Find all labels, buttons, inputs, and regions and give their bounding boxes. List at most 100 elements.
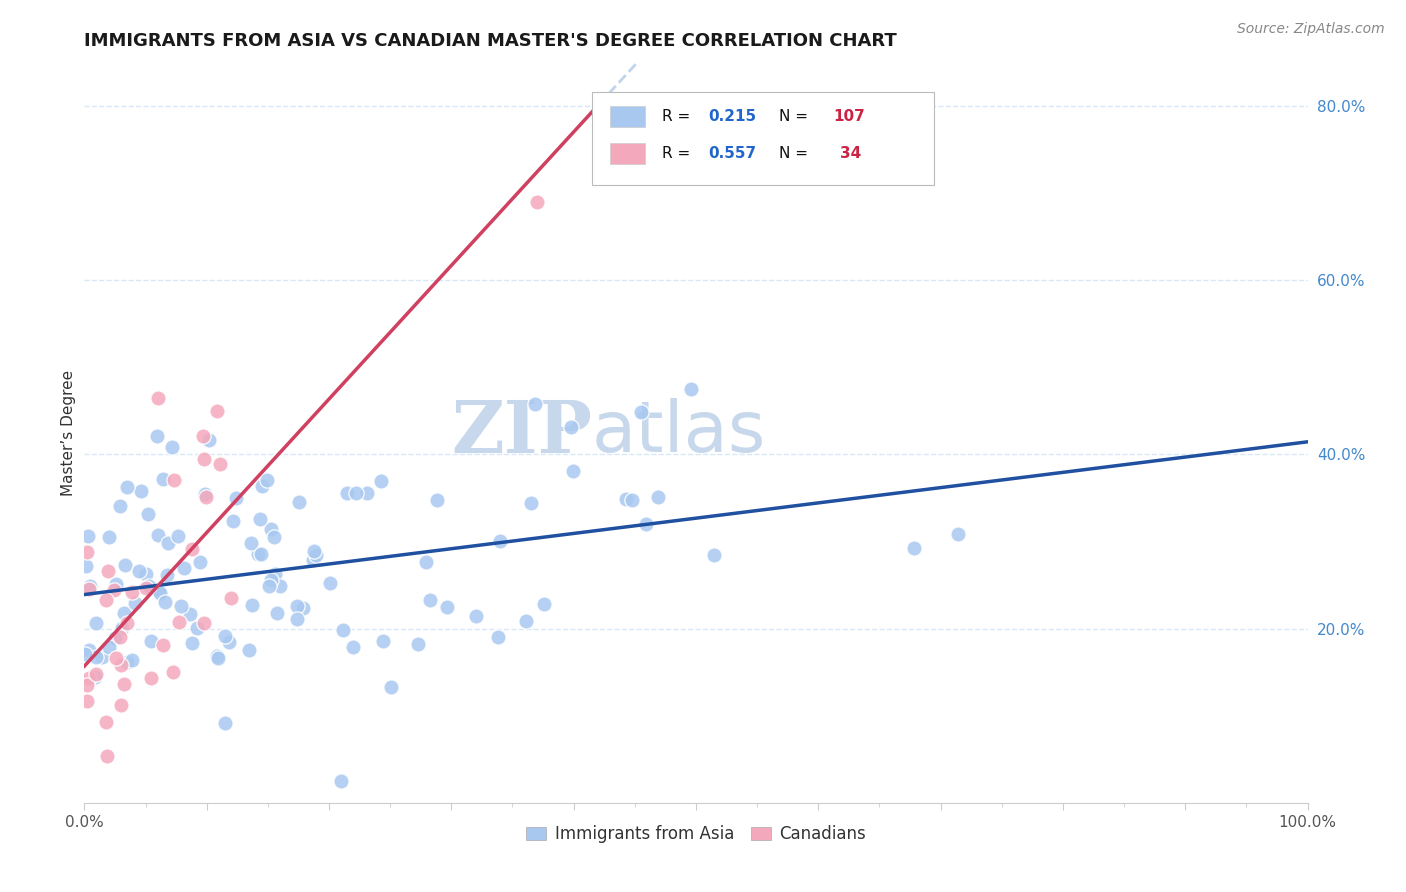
Point bbox=[77, 643, 100, 657]
Text: Source: ZipAtlas.com: Source: ZipAtlas.com bbox=[1237, 22, 1385, 37]
Point bbox=[115, 655, 138, 669]
Point bbox=[560, 420, 582, 434]
Point bbox=[111, 621, 134, 635]
Text: R =: R = bbox=[662, 146, 695, 161]
Point bbox=[240, 536, 263, 550]
Point bbox=[84, 649, 107, 664]
Point bbox=[94, 714, 117, 729]
Point bbox=[614, 491, 637, 506]
Point bbox=[193, 429, 215, 443]
Point bbox=[77, 529, 100, 543]
Point bbox=[238, 642, 260, 657]
Point bbox=[169, 599, 191, 613]
Point bbox=[94, 592, 117, 607]
Point bbox=[75, 559, 97, 574]
Point bbox=[269, 579, 291, 593]
Point bbox=[219, 591, 242, 605]
Point bbox=[180, 542, 202, 557]
Point bbox=[703, 548, 725, 562]
Point bbox=[146, 391, 169, 405]
Point bbox=[104, 651, 127, 665]
Point bbox=[112, 606, 135, 620]
Point bbox=[135, 581, 157, 595]
Point bbox=[240, 599, 263, 613]
Point bbox=[83, 670, 105, 684]
Point bbox=[156, 536, 179, 550]
Text: IMMIGRANTS FROM ASIA VS CANADIAN MASTER'S DEGREE CORRELATION CHART: IMMIGRANTS FROM ASIA VS CANADIAN MASTER'… bbox=[84, 32, 897, 50]
Point bbox=[489, 533, 512, 548]
Point bbox=[186, 621, 208, 635]
Point bbox=[198, 433, 221, 447]
Point bbox=[148, 586, 170, 600]
Point bbox=[252, 479, 274, 493]
Point bbox=[138, 508, 160, 522]
Point bbox=[260, 574, 283, 588]
Point bbox=[190, 555, 212, 569]
Point bbox=[249, 511, 271, 525]
Point bbox=[515, 614, 537, 628]
Text: R =: R = bbox=[662, 109, 695, 124]
Point bbox=[344, 486, 367, 500]
FancyBboxPatch shape bbox=[592, 92, 935, 185]
Y-axis label: Master’s Degree: Master’s Degree bbox=[60, 369, 76, 496]
Point bbox=[108, 630, 131, 644]
Point bbox=[139, 634, 162, 648]
Point bbox=[114, 558, 136, 572]
Point bbox=[948, 526, 970, 541]
Point bbox=[214, 629, 236, 643]
Point bbox=[207, 403, 229, 417]
Point bbox=[636, 517, 658, 532]
Point bbox=[115, 615, 138, 630]
Text: 0.215: 0.215 bbox=[709, 109, 756, 124]
Point bbox=[263, 530, 285, 544]
Point bbox=[647, 490, 669, 504]
Point bbox=[207, 650, 229, 665]
Point bbox=[221, 515, 243, 529]
Point bbox=[179, 607, 201, 622]
Point bbox=[160, 440, 183, 454]
Point bbox=[131, 483, 153, 498]
Point bbox=[96, 749, 118, 764]
Point bbox=[263, 566, 285, 581]
Point bbox=[124, 596, 146, 610]
Point bbox=[561, 464, 583, 478]
Point bbox=[209, 457, 232, 471]
Point bbox=[84, 615, 107, 630]
FancyBboxPatch shape bbox=[610, 143, 644, 164]
Point bbox=[180, 636, 202, 650]
Point bbox=[135, 566, 157, 581]
Point bbox=[139, 671, 162, 685]
Text: atlas: atlas bbox=[592, 398, 766, 467]
Point bbox=[194, 487, 217, 501]
Point bbox=[259, 522, 281, 536]
Point bbox=[903, 541, 925, 555]
Point bbox=[110, 657, 132, 672]
Point bbox=[319, 575, 342, 590]
Text: N =: N = bbox=[779, 146, 808, 161]
Point bbox=[75, 647, 97, 661]
Point bbox=[156, 568, 179, 582]
Legend: Immigrants from Asia, Canadians: Immigrants from Asia, Canadians bbox=[520, 819, 872, 850]
Text: 0.557: 0.557 bbox=[709, 146, 756, 161]
Point bbox=[166, 529, 188, 543]
Text: 107: 107 bbox=[832, 109, 865, 124]
Point bbox=[336, 486, 359, 500]
Point bbox=[302, 544, 325, 558]
Point bbox=[97, 640, 120, 654]
Point bbox=[163, 473, 186, 487]
Point bbox=[330, 774, 353, 789]
Point bbox=[110, 500, 132, 514]
Point bbox=[105, 577, 128, 591]
Point bbox=[285, 599, 308, 613]
Text: ZIP: ZIP bbox=[451, 397, 592, 468]
Point bbox=[526, 194, 548, 209]
Point bbox=[173, 561, 195, 575]
Point bbox=[342, 640, 364, 654]
Point bbox=[77, 671, 100, 685]
Point bbox=[256, 473, 278, 487]
Point bbox=[103, 583, 125, 598]
Point bbox=[76, 694, 98, 708]
Point bbox=[465, 609, 488, 624]
Point bbox=[167, 615, 190, 630]
Point bbox=[356, 486, 378, 500]
